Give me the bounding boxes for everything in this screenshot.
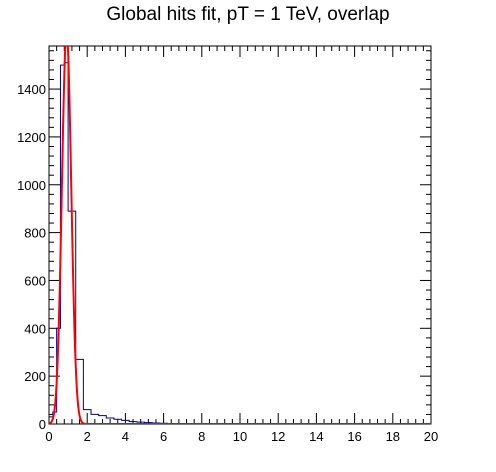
x-tick-label: 18: [386, 429, 400, 444]
x-tick-label: 2: [84, 429, 91, 444]
plot-frame: [48, 45, 432, 425]
y-tick-label: 0: [39, 417, 46, 432]
x-tick-label: 16: [347, 429, 361, 444]
y-tick-label: 800: [24, 226, 46, 241]
gaussian-fit-curve: [49, 46, 431, 424]
y-tick-label: 1000: [17, 178, 46, 193]
chart-title: Global hits fit, pT = 1 TeV, overlap: [106, 4, 390, 25]
y-tick-label: 600: [24, 273, 46, 288]
x-tick-label: 8: [198, 429, 205, 444]
x-tick-label: 0: [45, 429, 52, 444]
axis-tick-labels: 0 2 4 6 8 10 12 14 16 18 2002004006008001000120014…: [17, 82, 438, 444]
axis-ticks: [48, 46, 432, 425]
x-tick-label: 12: [271, 429, 285, 444]
y-tick-label: 400: [24, 321, 46, 336]
x-tick-label: 10: [233, 429, 247, 444]
y-tick-label: 1400: [17, 82, 46, 97]
histogram-series: [49, 62, 431, 424]
x-tick-label: 14: [309, 429, 323, 444]
x-tick-label: 6: [160, 429, 167, 444]
y-tick-label: 1200: [17, 130, 46, 145]
x-tick-label: 4: [122, 429, 129, 444]
y-tick-label: 200: [24, 369, 46, 384]
x-tick-label: 20: [424, 429, 438, 444]
